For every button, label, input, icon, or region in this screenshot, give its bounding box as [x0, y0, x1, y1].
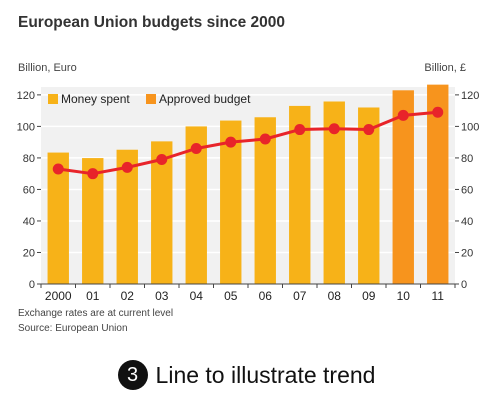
right-tick-label: 120	[461, 90, 479, 102]
plot-background	[41, 87, 455, 284]
right-tick-label: 60	[461, 184, 473, 196]
right-tick-label: 80	[461, 153, 473, 165]
budget-chart: 2000 01 02 03 04 05 06 07 08 09 10 11 0 20 40 60 80 100 1…	[17, 62, 480, 334]
x-tick-label: 01	[86, 289, 100, 303]
bar-money-spent	[47, 152, 69, 284]
x-tick-label: 03	[155, 289, 169, 303]
legend-swatch-approved-budget	[146, 94, 156, 104]
bar-money-spent	[358, 107, 380, 284]
trend-point	[363, 124, 375, 136]
left-tick-label: 120	[17, 90, 35, 102]
x-tick-label: 09	[362, 289, 376, 303]
trend-point	[328, 123, 340, 135]
bar-money-spent	[151, 141, 173, 284]
right-tick-label: 100	[461, 121, 479, 133]
bar-money-spent	[116, 149, 138, 284]
left-axis-label: Billion, Euro	[18, 62, 77, 74]
legend: Money spent Approved budget	[48, 92, 251, 106]
right-tick-label: 0	[461, 279, 467, 291]
x-tick-label: 05	[224, 289, 238, 303]
left-tick-label: 60	[23, 184, 35, 196]
left-tick-label: 20	[23, 247, 35, 259]
bar-approved-budget	[427, 84, 449, 284]
x-tick-label: 07	[293, 289, 307, 303]
bar-money-spent	[185, 126, 207, 285]
step-number-badge: 3	[117, 360, 148, 390]
note-source: Source: European Union	[18, 323, 128, 334]
trend-point	[432, 106, 444, 118]
bar-money-spent	[323, 101, 345, 284]
trend-point	[294, 124, 306, 136]
trend-point	[156, 153, 168, 165]
left-tick-label: 80	[23, 153, 35, 165]
bars	[47, 84, 449, 285]
left-tick-label: 0	[29, 279, 35, 291]
trend-line	[52, 106, 444, 180]
left-axis-ticks: 0 20 40 60 80 100 120	[17, 90, 41, 291]
left-tick-label: 100	[17, 121, 35, 133]
bar-approved-budget	[392, 90, 414, 284]
bar-money-spent	[220, 120, 242, 284]
x-tick-label: 11	[432, 289, 445, 303]
trend-point	[397, 109, 409, 121]
grid-lines	[41, 94, 455, 254]
right-tick-label: 20	[461, 247, 473, 259]
caption: 3 Line to illustrate trend	[0, 360, 493, 392]
x-tick-label: 08	[328, 289, 342, 303]
trend-line-path	[58, 110, 438, 176]
right-axis-label: Billion, £	[424, 62, 466, 74]
x-tick-label: 10	[397, 289, 411, 303]
x-tick-label: 06	[259, 289, 273, 303]
trend-point	[259, 133, 271, 145]
legend-label-approved-budget: Approved budget	[159, 92, 251, 106]
x-tick-label: 2000	[45, 289, 72, 303]
legend-swatch-money-spent	[48, 94, 58, 104]
legend-label-money-spent: Money spent	[61, 92, 130, 106]
chart-title: European Union budgets since 2000	[18, 14, 286, 31]
x-tick-label: 04	[190, 289, 204, 303]
bar-money-spent	[289, 105, 311, 284]
caption-text: Line to illustrate trend	[155, 362, 376, 389]
right-axis-ticks: 0 20 40 60 80 100 120	[455, 90, 479, 291]
x-tick-labels: 2000 01 02 03 04 05 06 07 08 09 10 11	[40, 284, 456, 303]
bar-money-spent	[82, 158, 104, 284]
x-tick-label: 02	[121, 289, 135, 303]
trend-point	[121, 161, 133, 173]
right-tick-label: 40	[461, 216, 473, 228]
left-tick-label: 40	[23, 216, 35, 228]
trend-point	[225, 136, 237, 148]
trend-point	[87, 168, 99, 180]
bar-money-spent	[254, 117, 276, 284]
trend-point	[52, 163, 64, 175]
note-exchange-rates: Exchange rates are at current level	[18, 308, 173, 319]
trend-point	[190, 142, 202, 154]
